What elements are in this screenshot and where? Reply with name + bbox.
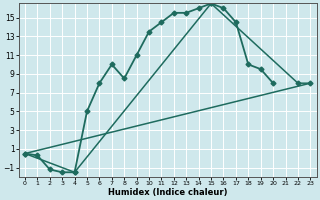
- X-axis label: Humidex (Indice chaleur): Humidex (Indice chaleur): [108, 188, 228, 197]
